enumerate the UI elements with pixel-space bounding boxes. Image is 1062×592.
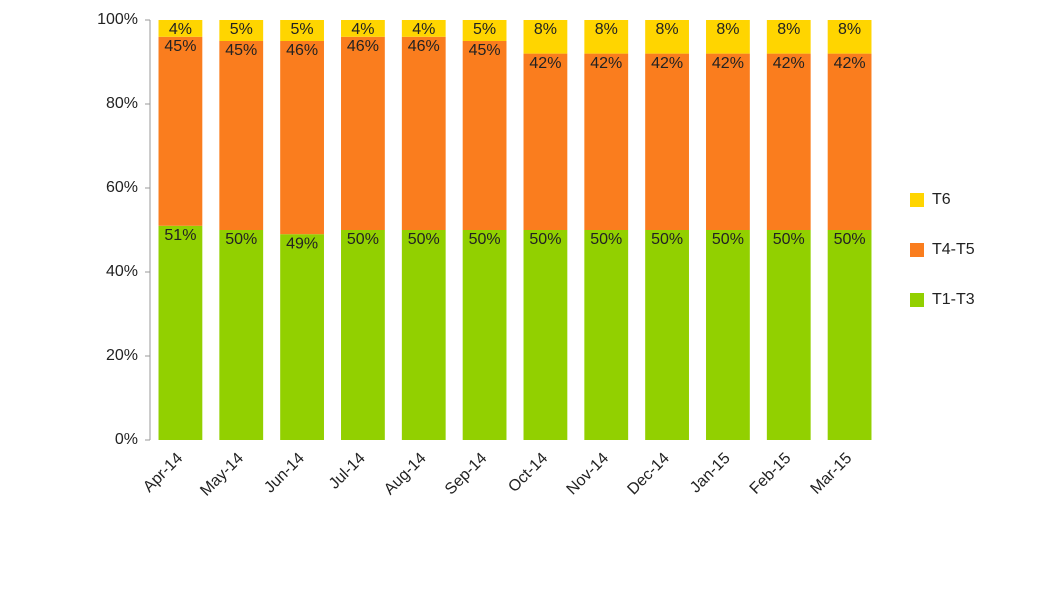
value-label: 45% [469, 42, 501, 59]
value-label: 5% [230, 21, 253, 38]
bar-segment [584, 230, 628, 440]
y-tick-label: 20% [106, 347, 138, 364]
value-label: 42% [529, 55, 561, 72]
value-label: 42% [834, 55, 866, 72]
x-tick-label: Mar-15 [808, 450, 856, 498]
value-label: 50% [712, 231, 744, 248]
x-tick-label: Oct-14 [505, 450, 551, 496]
bar-segment [341, 37, 385, 230]
value-label: 42% [712, 55, 744, 72]
value-label: 8% [534, 21, 557, 38]
bar-segment [280, 41, 324, 234]
x-tick-label: Jan-15 [687, 450, 734, 497]
bar-segment [280, 234, 324, 440]
legend-swatch [910, 243, 924, 257]
bar-segment [159, 226, 203, 440]
value-label: 46% [347, 38, 379, 55]
value-label: 4% [412, 21, 435, 38]
legend-swatch [910, 193, 924, 207]
x-tick-label: Sep-14 [442, 450, 491, 499]
x-tick-label: May-14 [197, 450, 247, 500]
bar-segment [767, 54, 811, 230]
value-label: 50% [773, 231, 805, 248]
value-label: 49% [286, 235, 318, 252]
value-label: 50% [651, 231, 683, 248]
value-label: 42% [773, 55, 805, 72]
value-label: 42% [590, 55, 622, 72]
bar-segment [402, 230, 446, 440]
bar-segment [341, 230, 385, 440]
legend-label: T1-T3 [932, 291, 975, 308]
bar-segment [159, 37, 203, 226]
value-label: 5% [473, 21, 496, 38]
bar-segment [524, 230, 568, 440]
value-label: 8% [716, 21, 739, 38]
legend-label: T6 [932, 191, 951, 208]
bar-segment [828, 54, 872, 230]
value-label: 4% [351, 21, 374, 38]
x-tick-label: Feb-15 [747, 450, 795, 498]
y-tick-label: 60% [106, 179, 138, 196]
bar-segment [767, 230, 811, 440]
x-tick-label: Nov-14 [564, 450, 613, 499]
value-label: 46% [286, 42, 318, 59]
bar-segment [219, 41, 263, 230]
value-label: 46% [408, 38, 440, 55]
value-label: 8% [656, 21, 679, 38]
value-label: 5% [291, 21, 314, 38]
value-label: 50% [408, 231, 440, 248]
chart: 0%20%40%60%80%100%51%45%4%Apr-1450%45%5%… [0, 0, 1062, 587]
bar-segment [402, 37, 446, 230]
bar-segment [645, 54, 689, 230]
x-tick-label: Dec-14 [624, 450, 673, 499]
bar-segment [463, 230, 507, 440]
value-label: 8% [595, 21, 618, 38]
value-label: 50% [529, 231, 561, 248]
x-tick-label: Aug-14 [381, 450, 430, 499]
value-label: 8% [777, 21, 800, 38]
bar-segment [584, 54, 628, 230]
value-label: 50% [347, 231, 379, 248]
value-label: 50% [469, 231, 501, 248]
bar-segment [645, 230, 689, 440]
y-tick-label: 100% [97, 11, 138, 28]
bar-segment [524, 54, 568, 230]
value-label: 4% [169, 21, 192, 38]
y-tick-label: 0% [115, 431, 138, 448]
value-label: 50% [834, 231, 866, 248]
bar-segment [828, 230, 872, 440]
bar-segment [706, 54, 750, 230]
value-label: 50% [225, 231, 257, 248]
bar-segment [706, 230, 750, 440]
x-tick-label: Jun-14 [261, 450, 308, 497]
value-label: 50% [590, 231, 622, 248]
value-label: 45% [225, 42, 257, 59]
legend-swatch [910, 293, 924, 307]
y-tick-label: 80% [106, 95, 138, 112]
legend-label: T4-T5 [932, 241, 975, 258]
value-label: 42% [651, 55, 683, 72]
value-label: 8% [838, 21, 861, 38]
y-tick-label: 40% [106, 263, 138, 280]
bar-segment [219, 230, 263, 440]
bar-segment [463, 41, 507, 230]
x-tick-label: Jul-14 [326, 450, 369, 493]
value-label: 51% [164, 227, 196, 244]
x-tick-label: Apr-14 [140, 450, 186, 496]
value-label: 45% [164, 38, 196, 55]
